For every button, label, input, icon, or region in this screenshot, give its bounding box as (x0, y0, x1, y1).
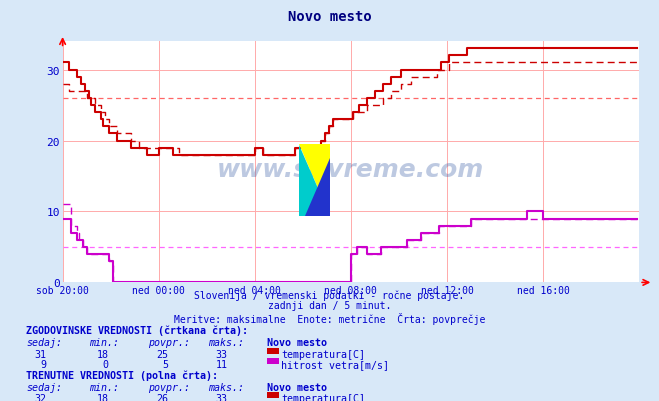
Text: povpr.:: povpr.: (148, 338, 190, 348)
Text: Novo mesto: Novo mesto (267, 338, 327, 348)
Text: 18: 18 (97, 349, 109, 359)
Polygon shape (305, 159, 330, 217)
Text: povpr.:: povpr.: (148, 382, 190, 392)
Text: 31: 31 (34, 349, 46, 359)
Text: temperatura[C]: temperatura[C] (281, 393, 365, 401)
Text: ZGODOVINSKE VREDNOSTI (črtkana črta):: ZGODOVINSKE VREDNOSTI (črtkana črta): (26, 325, 248, 335)
Text: min.:: min.: (89, 382, 119, 392)
Text: TRENUTNE VREDNOSTI (polna črta):: TRENUTNE VREDNOSTI (polna črta): (26, 370, 218, 380)
Text: min.:: min.: (89, 338, 119, 348)
Text: sedaj:: sedaj: (26, 338, 63, 348)
Text: 26: 26 (156, 393, 168, 401)
Text: 25: 25 (156, 349, 168, 359)
Text: Novo mesto: Novo mesto (287, 10, 372, 24)
Text: 11: 11 (215, 359, 227, 369)
Text: Meritve: maksimalne  Enote: metrične  Črta: povprečje: Meritve: maksimalne Enote: metrične Črta… (174, 312, 485, 324)
Text: 9: 9 (40, 359, 46, 369)
Polygon shape (299, 144, 330, 217)
Text: 5: 5 (162, 359, 168, 369)
Text: Novo mesto: Novo mesto (267, 382, 327, 392)
Polygon shape (299, 144, 330, 217)
Text: 0: 0 (103, 359, 109, 369)
Text: maks.:: maks.: (208, 382, 244, 392)
Text: 32: 32 (34, 393, 46, 401)
Text: www.si-vreme.com: www.si-vreme.com (217, 158, 484, 182)
Text: 33: 33 (215, 393, 227, 401)
Text: Slovenija / vremenski podatki - ročne postaje.: Slovenija / vremenski podatki - ročne po… (194, 290, 465, 300)
Text: maks.:: maks.: (208, 338, 244, 348)
Text: hitrost vetra[m/s]: hitrost vetra[m/s] (281, 359, 389, 369)
Text: 33: 33 (215, 349, 227, 359)
Text: sedaj:: sedaj: (26, 382, 63, 392)
Text: zadnji dan / 5 minut.: zadnji dan / 5 minut. (268, 301, 391, 311)
Text: 18: 18 (97, 393, 109, 401)
Text: temperatura[C]: temperatura[C] (281, 349, 365, 359)
